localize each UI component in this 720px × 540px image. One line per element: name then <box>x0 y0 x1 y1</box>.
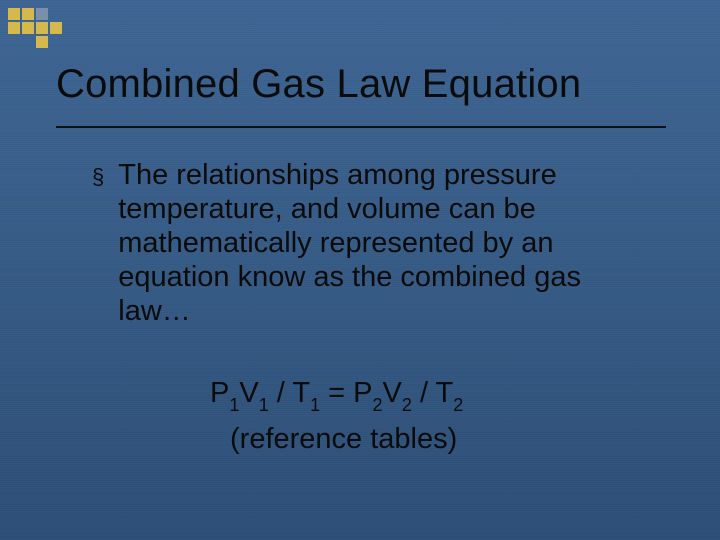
square-icon <box>8 8 20 20</box>
equation-line: P1V1 / T1 = P2V2 / T2 <box>210 376 463 420</box>
slide-title: Combined Gas Law Equation <box>56 62 680 107</box>
square-empty <box>64 22 76 34</box>
square-empty <box>64 8 76 20</box>
square-icon <box>36 8 48 20</box>
bullet-text: The relationships among pressure tempera… <box>118 158 660 328</box>
decorative-squares <box>8 8 76 48</box>
eq-term: P <box>210 377 229 409</box>
bullet-icon: § <box>92 160 104 194</box>
equation-reference: (reference tables) <box>230 422 463 456</box>
eq-term: = P <box>320 377 372 409</box>
eq-subscript: 2 <box>402 395 412 415</box>
eq-subscript: 1 <box>229 395 239 415</box>
square-empty <box>50 8 62 20</box>
slide-body: § The relationships among pressure tempe… <box>92 158 660 328</box>
square-icon <box>36 36 48 48</box>
square-empty <box>8 36 20 48</box>
eq-term: V <box>383 377 402 409</box>
eq-subscript: 2 <box>373 395 383 415</box>
title-divider <box>56 126 666 128</box>
square-empty <box>22 36 34 48</box>
square-empty <box>50 36 62 48</box>
eq-subscript: 1 <box>310 395 320 415</box>
eq-term: V <box>239 377 258 409</box>
square-icon <box>22 8 34 20</box>
square-icon <box>8 22 20 34</box>
square-icon <box>22 22 34 34</box>
eq-subscript: 1 <box>259 395 269 415</box>
eq-term: / T <box>269 377 310 409</box>
square-empty <box>64 36 76 48</box>
square-icon <box>50 22 62 34</box>
eq-subscript: 2 <box>453 395 463 415</box>
bullet-item: § The relationships among pressure tempe… <box>92 158 660 328</box>
equation-block: P1V1 / T1 = P2V2 / T2 (reference tables) <box>210 376 463 456</box>
slide: Combined Gas Law Equation § The relation… <box>0 0 720 540</box>
eq-term: / T <box>412 377 453 409</box>
square-icon <box>36 22 48 34</box>
